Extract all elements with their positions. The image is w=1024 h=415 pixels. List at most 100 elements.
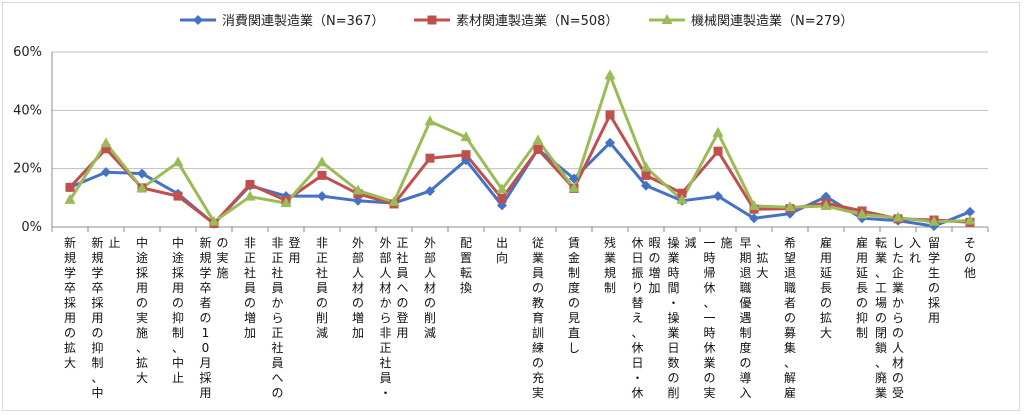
x-category-label: 雇用延長の抑制 (856, 235, 868, 340)
svg-text:替: 替 (631, 296, 643, 310)
svg-text:間: 間 (667, 281, 679, 295)
svg-text:実: 実 (703, 385, 715, 400)
svg-text:の: の (271, 386, 283, 400)
data-point-series-2 (246, 180, 255, 189)
svg-text:材: 材 (379, 281, 391, 295)
svg-text:加: 加 (352, 326, 364, 340)
svg-text:実: 実 (532, 385, 544, 400)
svg-text:登: 登 (396, 310, 408, 325)
svg-text:へ: へ (271, 371, 283, 385)
svg-text:卒: 卒 (91, 281, 103, 295)
x-category-label: 外部人材から非正社員・正社員への登用 (379, 236, 408, 400)
svg-text:退: 退 (784, 266, 796, 280)
svg-text:時: 時 (703, 326, 715, 340)
svg-text:従: 従 (532, 236, 544, 250)
svg-text:拡: 拡 (756, 251, 768, 265)
svg-text:施: 施 (136, 326, 148, 340)
svg-text:教: 教 (532, 295, 544, 310)
svg-text:採: 採 (172, 266, 184, 280)
svg-text:暇: 暇 (648, 236, 660, 250)
svg-text:用: 用 (820, 251, 832, 265)
svg-text:学: 学 (199, 265, 211, 280)
svg-text:非: 非 (316, 236, 328, 250)
svg-text:の: の (964, 251, 976, 265)
svg-text:の: の (928, 281, 940, 295)
legend: 消費関連製造業（N=367） 素材関連製造業（N=508） 機械関連製造業（N=27… (180, 13, 853, 29)
svg-text:増: 増 (352, 311, 364, 325)
svg-text:度: 度 (568, 280, 580, 295)
svg-text:賃: 賃 (568, 235, 580, 250)
svg-text:ら: ら (379, 311, 391, 325)
svg-text:長: 長 (820, 281, 832, 295)
data-point-series-3 (173, 156, 184, 166)
svg-text:退: 退 (739, 266, 751, 280)
svg-text:正: 正 (271, 251, 283, 265)
svg-text:の: の (875, 311, 887, 325)
svg-text:受: 受 (892, 386, 904, 400)
x-category-label: その他 (964, 236, 976, 280)
svg-text:制: 制 (739, 326, 751, 340)
svg-text:加: 加 (244, 326, 256, 340)
svg-text:学: 学 (64, 265, 76, 280)
svg-text:採: 採 (928, 296, 940, 310)
x-category-label: 非正社員の増加 (244, 236, 256, 340)
svg-text:用: 用 (172, 281, 184, 295)
svg-text:の: の (892, 326, 904, 340)
svg-text:の: の (424, 296, 436, 310)
svg-text:職: 職 (739, 281, 751, 295)
svg-text:制: 制 (856, 326, 868, 340)
data-point-series-2 (426, 154, 435, 163)
data-point-series-2 (498, 194, 507, 203)
svg-text:希: 希 (784, 235, 796, 250)
svg-text:員: 員 (396, 266, 408, 280)
svg-text:用: 用 (928, 311, 940, 325)
svg-text:業: 業 (875, 251, 887, 265)
svg-text:、: 、 (172, 341, 184, 355)
svg-text:社: 社 (244, 265, 256, 280)
series-line-3 (70, 75, 970, 222)
svg-text:の: の (820, 296, 832, 310)
svg-text:採: 採 (199, 371, 211, 385)
svg-text:・: ・ (379, 386, 391, 400)
svg-text:止: 止 (172, 371, 184, 385)
svg-text:望: 望 (784, 251, 796, 265)
svg-text:人: 人 (352, 266, 364, 280)
svg-text:非: 非 (244, 236, 256, 250)
svg-text:ら: ら (271, 311, 283, 325)
svg-text:用: 用 (199, 386, 211, 400)
svg-text:日: 日 (667, 341, 679, 355)
svg-text:中: 中 (136, 235, 148, 250)
svg-text:用: 用 (64, 311, 76, 325)
svg-text:し: し (892, 236, 904, 250)
svg-text:正: 正 (316, 251, 328, 265)
svg-text:れ: れ (909, 251, 921, 265)
svg-text:業: 業 (667, 326, 679, 340)
x-category-label: 出向 (496, 236, 508, 265)
svg-text:の: の (136, 296, 148, 310)
legend-label: 機械関連製造業（N=279） (691, 13, 853, 29)
svg-text:時: 時 (703, 251, 715, 265)
svg-text:制: 制 (91, 356, 103, 370)
svg-text:帰: 帰 (703, 266, 715, 280)
x-category-label: 新規学卒採用の抑制、中止 (91, 235, 120, 400)
svg-text:抑: 抑 (172, 310, 184, 325)
svg-text:鎖: 鎖 (875, 340, 887, 355)
svg-text:規: 規 (64, 250, 76, 265)
svg-text:の: の (352, 296, 364, 310)
svg-text:の: の (892, 371, 904, 385)
svg-text:へ: へ (396, 281, 408, 295)
svg-text:業: 業 (532, 251, 544, 265)
svg-text:休: 休 (703, 341, 715, 355)
svg-text:・: ・ (667, 296, 679, 310)
y-tick-label: 60% (13, 45, 42, 60)
svg-text:大: 大 (136, 371, 148, 385)
legend-label: 素材関連製造業（N=508） (456, 13, 618, 29)
svg-text:の: の (856, 296, 868, 310)
svg-text:日: 日 (631, 251, 643, 265)
svg-text:拡: 拡 (64, 341, 76, 355)
svg-text:金: 金 (568, 250, 580, 265)
svg-text:採: 採 (136, 266, 148, 280)
